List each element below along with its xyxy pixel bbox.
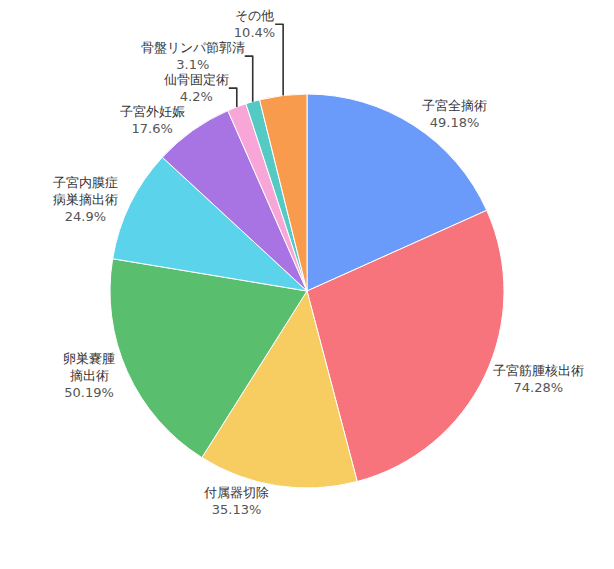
svg-text:子宮全摘術49.18%: 子宮全摘術49.18%: [422, 98, 487, 130]
svg-text:その他10.4%: その他10.4%: [234, 8, 275, 40]
svg-text:骨盤リンパ節郭清3.1%: 骨盤リンパ節郭清3.1%: [141, 40, 245, 72]
svg-text:子宮筋腫核出術74.28%: 子宮筋腫核出術74.28%: [493, 363, 584, 395]
svg-text:卵巣嚢腫摘出術50.19%: 卵巣嚢腫摘出術50.19%: [63, 351, 115, 400]
svg-text:付属器切除35.13%: 付属器切除35.13%: [203, 485, 269, 517]
svg-text:子宮内膜症病巣摘出術24.9%: 子宮内膜症病巣摘出術24.9%: [53, 175, 118, 224]
svg-text:子宮外妊娠17.6%: 子宮外妊娠17.6%: [120, 104, 185, 136]
svg-text:仙骨固定術4.2%: 仙骨固定術4.2%: [164, 72, 229, 104]
